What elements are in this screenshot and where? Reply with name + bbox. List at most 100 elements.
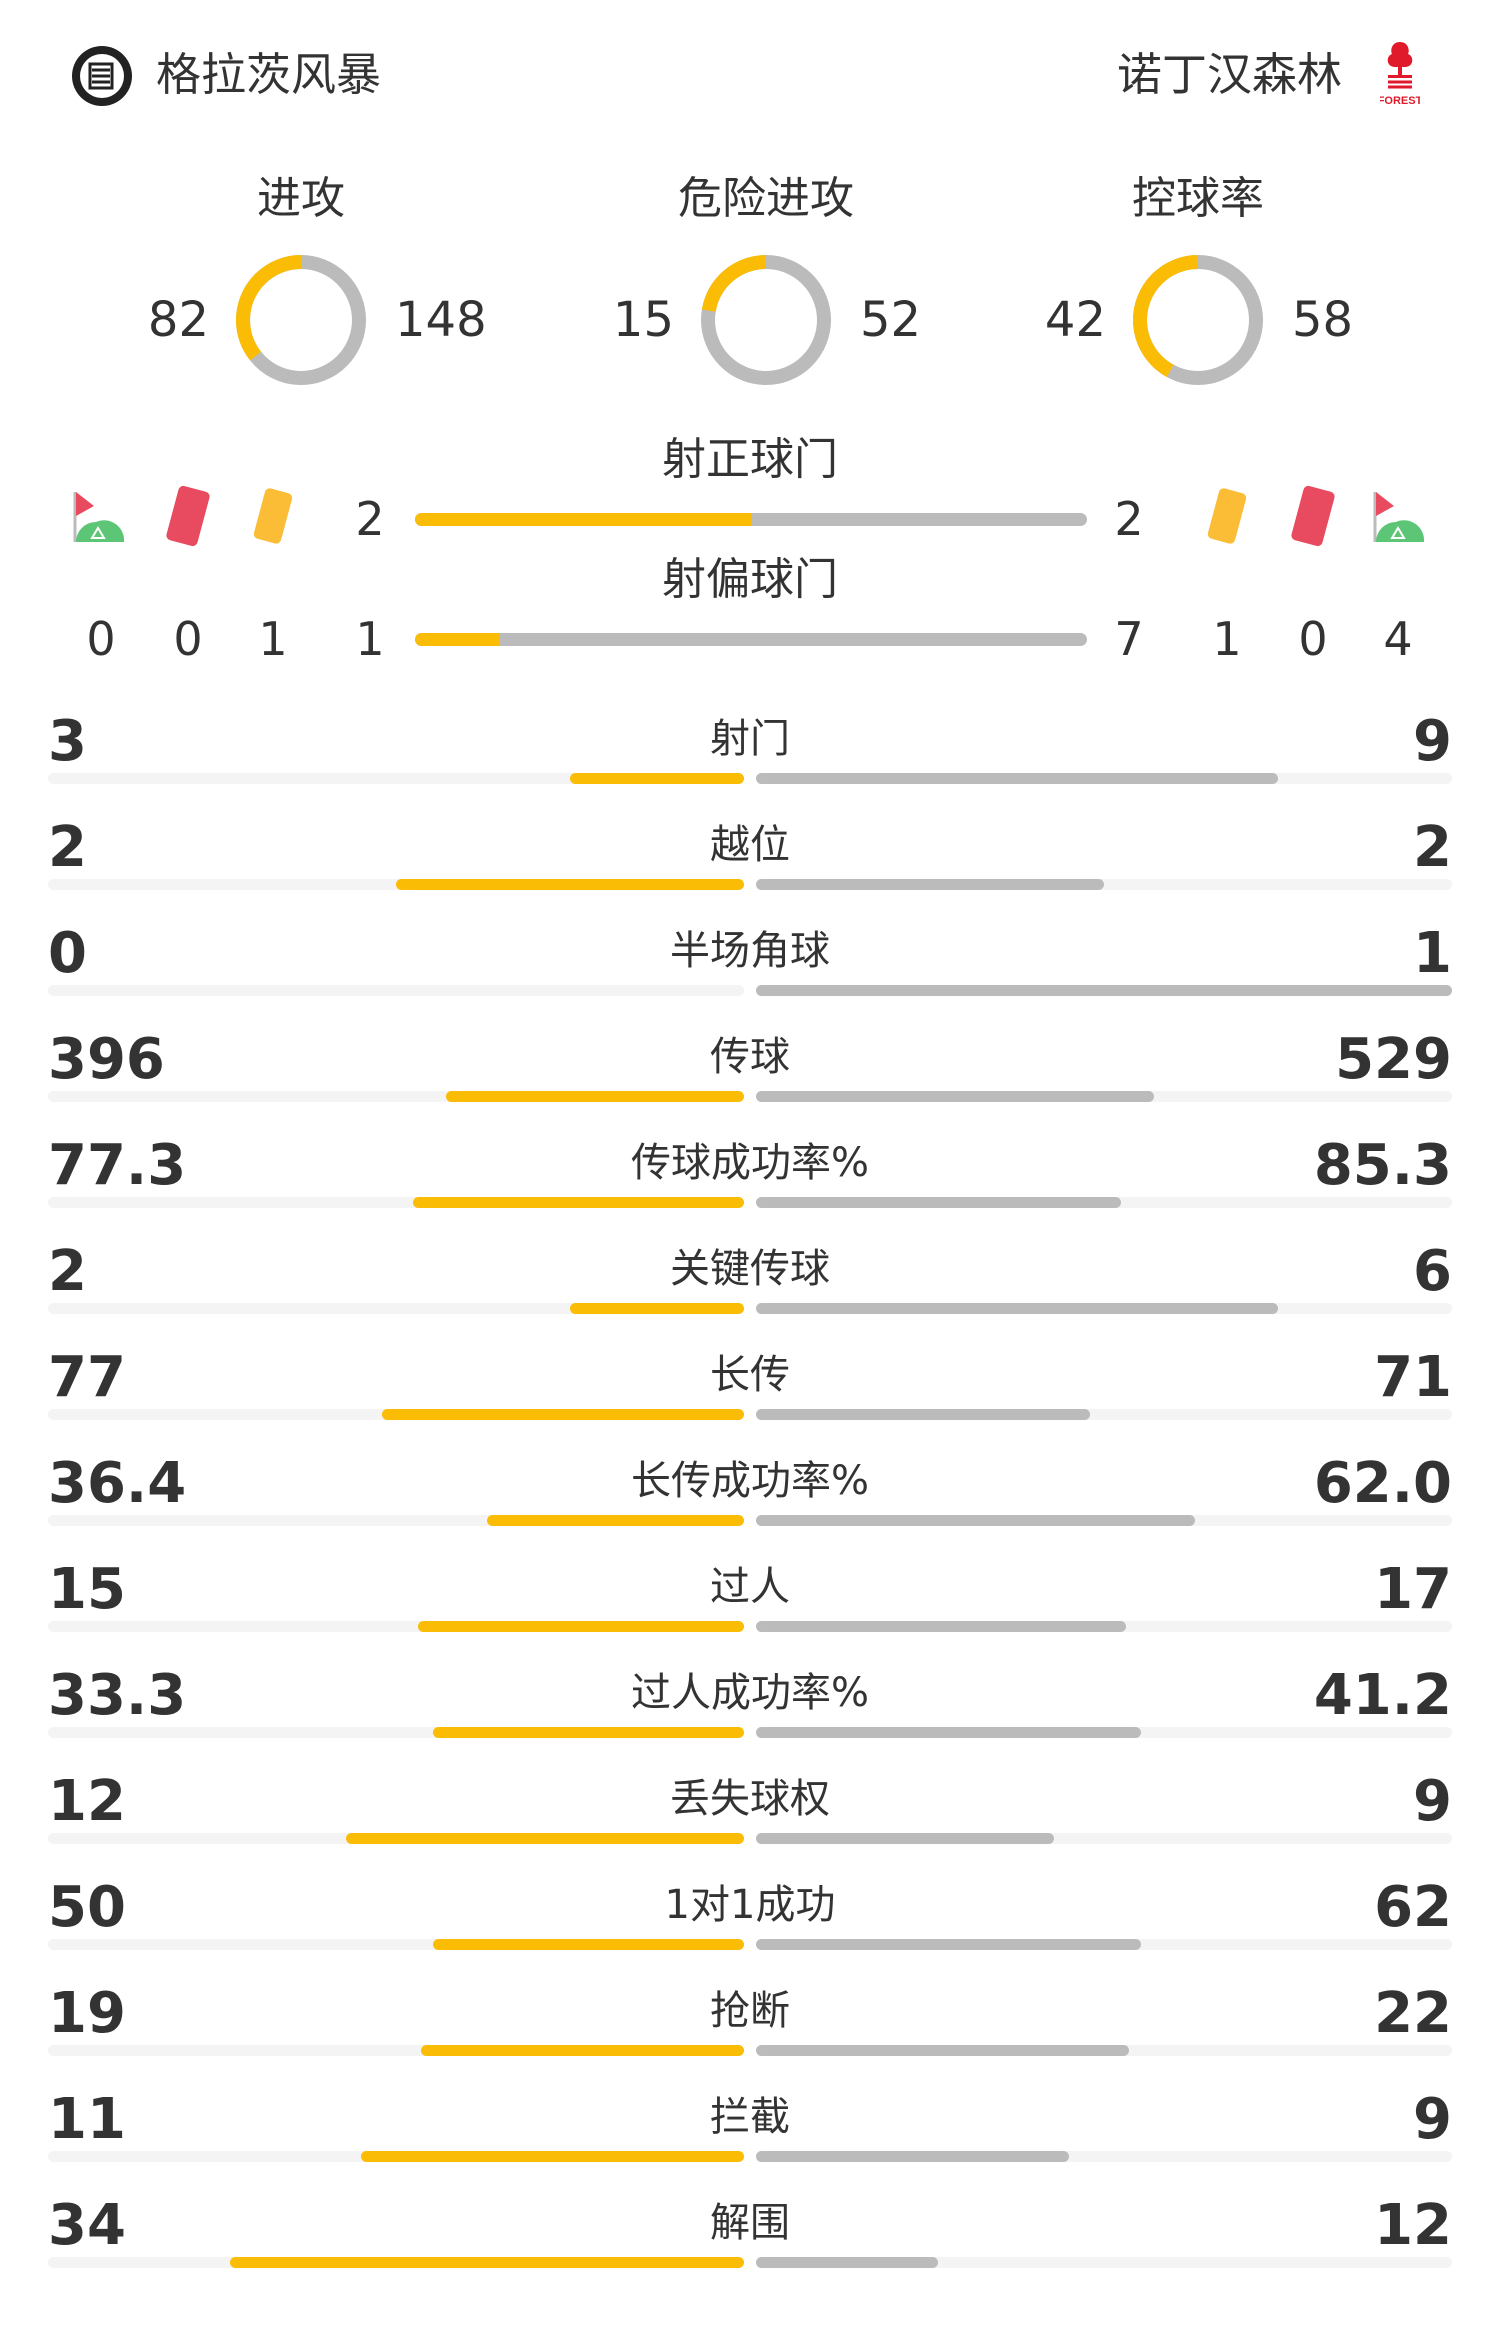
stat-row: 50 1对1成功 62	[48, 1876, 1452, 1982]
stat-home-bar	[417, 1621, 744, 1632]
stat-home-track	[48, 1515, 744, 1526]
stat-label: 丢失球权	[670, 1776, 830, 1822]
stat-away-track	[756, 1621, 1452, 1632]
stat-home-track	[48, 1727, 744, 1738]
stat-row: 2 关键传球 6	[48, 1240, 1452, 1346]
stat-away-bar	[756, 1303, 1278, 1314]
ring-away-value: 52	[860, 292, 922, 348]
ring-chart	[701, 255, 831, 385]
away-red-cards-count: 0	[1298, 612, 1328, 666]
stat-home-bar	[432, 1727, 744, 1738]
stat-away-track	[756, 879, 1452, 890]
ring-chart	[1133, 255, 1263, 385]
stat-away-track	[756, 1727, 1452, 1738]
stat-label: 1对1成功	[664, 1882, 836, 1928]
red-card-icon	[1287, 484, 1339, 554]
stat-label: 越位	[710, 822, 790, 868]
stat-away-bar	[756, 1515, 1195, 1526]
stat-away-value: 62	[1374, 1875, 1452, 1940]
stat-away-value: 529	[1335, 1027, 1452, 1092]
stat-away-track	[756, 1303, 1452, 1314]
stat-home-value: 77.3	[48, 1133, 187, 1198]
stat-home-track	[48, 2257, 744, 2268]
stat-label: 传球成功率%	[630, 1140, 869, 1186]
stat-home-track	[48, 1621, 744, 1632]
stat-row: 77 长传 71	[48, 1346, 1452, 1452]
ring-title: 危险进攻	[678, 173, 854, 224]
stat-label: 长传	[710, 1352, 790, 1398]
yellow-card-icon	[248, 486, 298, 552]
stat-row: 3 射门 9	[48, 710, 1452, 816]
stat-home-value: 3	[48, 709, 87, 774]
home-corners-count: 0	[86, 612, 116, 666]
shots-on-target-label: 射正球门	[662, 434, 838, 485]
stat-home-track	[48, 1833, 744, 1844]
ring-home-arc	[1133, 255, 1263, 385]
stat-row: 12 丢失球权 9	[48, 1770, 1452, 1876]
stat-away-bar	[756, 879, 1104, 890]
corner-flag-icon	[72, 490, 128, 548]
stat-away-track	[756, 1939, 1452, 1950]
stat-away-bar	[756, 2257, 938, 2268]
away-team-logo: FOREST	[1378, 40, 1423, 108]
stat-label: 半场角球	[670, 928, 830, 974]
home-shots-on-target: 2	[355, 492, 385, 546]
shots-off-target-bar	[415, 633, 1087, 646]
stat-away-value: 62.0	[1313, 1451, 1452, 1516]
stat-away-bar	[756, 1621, 1126, 1632]
stat-row: 36.4 长传成功率% 62.0	[48, 1452, 1452, 1558]
ring-home-arc	[236, 255, 366, 385]
stat-home-value: 2	[48, 1239, 87, 1304]
stat-label: 关键传球	[670, 1246, 830, 1292]
stat-away-track	[756, 1515, 1452, 1526]
stat-label: 过人成功率%	[630, 1670, 869, 1716]
stat-away-value: 71	[1374, 1345, 1452, 1410]
stat-away-value: 2	[1413, 815, 1452, 880]
stat-away-track	[756, 1833, 1452, 1844]
home-team-logo	[70, 44, 134, 108]
away-shots-off-target: 7	[1114, 612, 1144, 666]
stat-home-track	[48, 773, 744, 784]
stat-home-value: 36.4	[48, 1451, 187, 1516]
stat-home-value: 0	[48, 921, 87, 986]
stat-away-value: 41.2	[1313, 1663, 1452, 1728]
stat-label: 长传成功率%	[630, 1458, 869, 1504]
ring-chart	[236, 255, 366, 385]
stat-home-value: 11	[48, 2087, 126, 2152]
stat-home-track	[48, 1409, 744, 1420]
stat-label: 射门	[710, 716, 790, 762]
stat-home-bar	[361, 2151, 744, 2162]
stat-away-track	[756, 1409, 1452, 1420]
stat-home-track	[48, 1303, 744, 1314]
red-card-icon	[162, 484, 214, 554]
shots-on-target-bar	[415, 513, 1087, 526]
ring-away-value: 58	[1292, 292, 1354, 348]
stat-away-track	[756, 2151, 1452, 2162]
away-yellow-cards-count: 1	[1212, 612, 1242, 666]
stat-row: 396 传球 529	[48, 1028, 1452, 1134]
stat-home-value: 396	[48, 1027, 165, 1092]
stat-row: 19 抢断 22	[48, 1982, 1452, 2088]
stat-home-track	[48, 1091, 744, 1102]
stat-home-value: 15	[48, 1557, 126, 1622]
stat-home-bar	[229, 2257, 744, 2268]
stat-label: 拦截	[710, 2094, 790, 2140]
stat-label: 过人	[710, 1564, 790, 1610]
ring-home-value: 15	[612, 292, 674, 348]
stat-home-value: 50	[48, 1875, 126, 1940]
stat-label: 解围	[710, 2200, 790, 2246]
stat-home-bar	[570, 773, 744, 784]
stat-home-bar	[433, 1939, 744, 1950]
stat-away-value: 9	[1413, 2087, 1452, 2152]
stat-away-value: 9	[1413, 1769, 1452, 1834]
stat-home-bar	[381, 1409, 744, 1420]
stat-away-value: 17	[1374, 1557, 1452, 1622]
stat-away-value: 22	[1374, 1981, 1452, 2046]
home-shots-off-target: 1	[355, 612, 385, 666]
stat-away-bar	[756, 1091, 1155, 1102]
stat-home-bar	[396, 879, 744, 890]
home-team-name: 格拉茨风暴	[156, 48, 382, 101]
stat-away-track	[756, 2257, 1452, 2268]
stat-away-track	[756, 985, 1452, 996]
ring-home-arc	[701, 255, 831, 385]
